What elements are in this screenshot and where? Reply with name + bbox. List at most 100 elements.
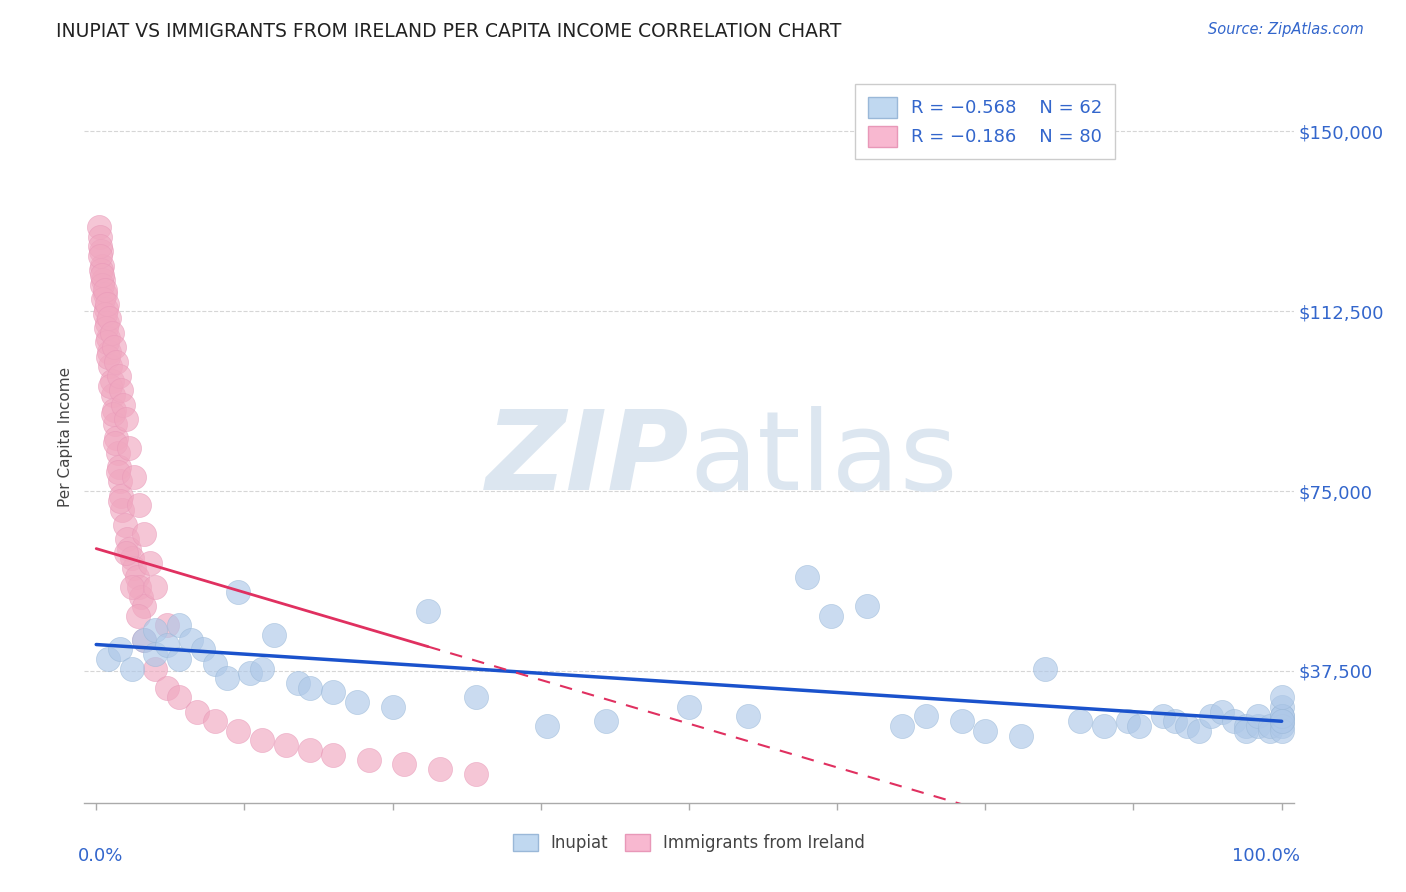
Point	[115, 546, 138, 560]
Point	[121, 661, 143, 675]
Point	[298, 681, 321, 695]
Text: ZIP: ZIP	[485, 406, 689, 513]
Point	[121, 580, 143, 594]
Point	[110, 384, 132, 398]
Point	[180, 632, 202, 647]
Point	[204, 714, 226, 729]
Point	[100, 326, 122, 340]
Point	[93, 307, 115, 321]
Point	[287, 676, 309, 690]
Point	[107, 445, 129, 459]
Point	[381, 699, 404, 714]
Point	[156, 638, 179, 652]
Point	[107, 465, 129, 479]
Point	[215, 671, 238, 685]
Point	[915, 709, 938, 723]
Point	[1271, 719, 1294, 733]
Point	[93, 283, 115, 297]
Point	[167, 690, 190, 705]
Point	[118, 441, 141, 455]
Point	[122, 561, 145, 575]
Text: INUPIAT VS IMMIGRANTS FROM IRELAND PER CAPITA INCOME CORRELATION CHART: INUPIAT VS IMMIGRANTS FROM IRELAND PER C…	[56, 22, 842, 41]
Point	[145, 661, 167, 675]
Point	[1271, 709, 1294, 723]
Point	[110, 489, 132, 503]
Point	[274, 738, 297, 752]
Point	[90, 263, 112, 277]
Point	[1271, 714, 1294, 729]
Point	[1164, 714, 1187, 729]
Point	[464, 690, 486, 705]
Point	[96, 335, 118, 350]
Point	[464, 767, 486, 781]
Point	[357, 753, 380, 767]
Point	[101, 388, 124, 402]
Point	[132, 599, 155, 614]
Point	[89, 249, 111, 263]
Point	[101, 407, 124, 421]
Text: 0.0%: 0.0%	[79, 847, 124, 864]
Y-axis label: Per Capita Income: Per Capita Income	[58, 367, 73, 508]
Text: atlas: atlas	[689, 406, 957, 513]
Point	[132, 527, 155, 541]
Point	[855, 599, 877, 614]
Point	[1234, 723, 1257, 738]
Point	[820, 608, 842, 623]
Point	[138, 556, 160, 570]
Point	[91, 268, 114, 283]
Point	[322, 747, 344, 762]
Point	[97, 350, 120, 364]
Point	[891, 719, 914, 733]
Point	[1211, 705, 1233, 719]
Point	[1128, 719, 1150, 733]
Point	[298, 743, 321, 757]
Point	[156, 618, 179, 632]
Point	[1152, 709, 1174, 723]
Point	[1247, 719, 1270, 733]
Point	[91, 273, 114, 287]
Point	[114, 517, 136, 532]
Point	[322, 685, 344, 699]
Point	[108, 493, 131, 508]
Point	[796, 570, 818, 584]
Point	[91, 277, 114, 292]
Point	[1247, 709, 1270, 723]
Point	[89, 230, 111, 244]
Point	[186, 705, 208, 719]
Point	[228, 723, 250, 738]
Point	[1223, 714, 1246, 729]
Point	[128, 580, 150, 594]
Point	[103, 402, 125, 417]
Point	[536, 719, 558, 733]
Point	[118, 541, 141, 556]
Point	[595, 714, 617, 729]
Point	[89, 239, 111, 253]
Text: Source: ZipAtlas.com: Source: ZipAtlas.com	[1208, 22, 1364, 37]
Point	[191, 642, 214, 657]
Point	[950, 714, 973, 729]
Point	[167, 618, 190, 632]
Point	[1092, 719, 1115, 733]
Point	[1258, 719, 1281, 733]
Point	[132, 632, 155, 647]
Point	[145, 647, 167, 661]
Point	[678, 699, 700, 714]
Point	[1010, 729, 1032, 743]
Text: 100.0%: 100.0%	[1232, 847, 1299, 864]
Point	[111, 503, 134, 517]
Point	[91, 292, 114, 306]
Point	[1271, 690, 1294, 705]
Point	[974, 723, 997, 738]
Point	[108, 475, 131, 489]
Point	[115, 412, 138, 426]
Point	[132, 632, 155, 647]
Point	[115, 532, 138, 546]
Point	[1271, 723, 1294, 738]
Point	[127, 608, 149, 623]
Point	[145, 580, 167, 594]
Point	[128, 499, 150, 513]
Point	[737, 709, 759, 723]
Point	[107, 460, 129, 475]
Point	[103, 340, 125, 354]
Point	[97, 330, 120, 344]
